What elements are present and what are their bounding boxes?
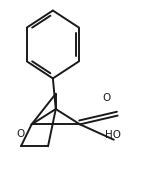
Text: HO: HO (105, 130, 121, 139)
Text: O: O (102, 93, 111, 103)
Text: O: O (17, 129, 25, 139)
